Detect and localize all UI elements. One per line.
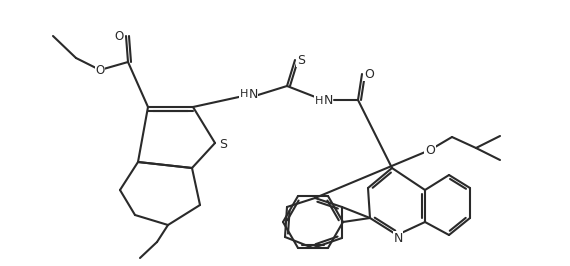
Text: O: O [364,68,374,81]
Text: O: O [115,30,124,43]
Text: N: N [249,88,258,101]
Text: O: O [425,143,435,156]
Text: N: N [393,231,402,244]
Text: H: H [315,96,323,106]
Text: S: S [297,53,305,66]
Text: N: N [323,94,333,107]
Text: H: H [240,89,248,99]
Text: S: S [219,139,227,152]
Text: O: O [95,64,105,77]
